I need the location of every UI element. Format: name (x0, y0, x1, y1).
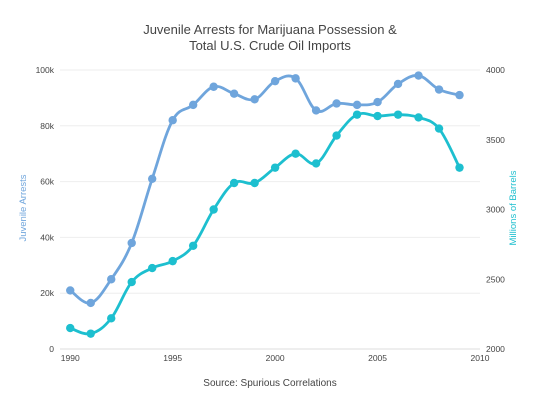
data-point-juvenile-arrests[interactable] (455, 90, 464, 100)
data-point-juvenile-arrests[interactable] (373, 97, 382, 107)
data-point-juvenile-arrests[interactable] (209, 82, 218, 91)
data-point-oil-imports[interactable] (291, 149, 300, 158)
data-point-juvenile-arrests[interactable] (393, 79, 403, 89)
data-point-juvenile-arrests[interactable] (107, 275, 116, 284)
series-line-oil-imports (68, 111, 461, 336)
data-point-oil-imports[interactable] (332, 131, 341, 140)
data-point-juvenile-arrests[interactable] (168, 116, 177, 125)
x-tick-label: 1990 (61, 353, 80, 363)
data-point-oil-imports[interactable] (352, 110, 362, 119)
data-point-oil-imports[interactable] (373, 111, 382, 121)
data-point-oil-imports[interactable] (311, 159, 321, 168)
y-right-tick-label: 4000 (486, 65, 505, 75)
y-left-tick-label: 20k (40, 288, 54, 298)
data-point-juvenile-arrests[interactable] (434, 85, 444, 94)
y-right-tick-label: 2000 (486, 344, 505, 354)
data-point-oil-imports[interactable] (86, 329, 95, 338)
data-point-oil-imports[interactable] (455, 163, 464, 172)
axes: 0 20k 40k 60k 80k 100k 2000 2500 3000 3500 4000 199… (36, 65, 506, 363)
data-point-oil-imports[interactable] (168, 256, 177, 266)
data-point-oil-imports[interactable] (66, 323, 75, 333)
data-point-oil-imports[interactable] (434, 124, 444, 133)
data-point-oil-imports[interactable] (393, 110, 403, 119)
data-point-juvenile-arrests[interactable] (414, 71, 423, 80)
y-left-tick-label: 0 (49, 344, 54, 354)
gridlines (60, 69, 480, 350)
data-point-juvenile-arrests[interactable] (332, 99, 341, 108)
data-point-juvenile-arrests[interactable] (229, 89, 239, 98)
series-layer (66, 71, 464, 338)
data-point-juvenile-arrests[interactable] (250, 95, 259, 104)
source-note: Source: Spurious Correlations (203, 378, 336, 389)
y-left-tick-label: 60k (40, 177, 54, 187)
data-point-oil-imports[interactable] (270, 163, 280, 172)
data-point-juvenile-arrests[interactable] (311, 106, 321, 115)
y-axis-right-label: Millions of Barrels (508, 170, 519, 245)
y-left-tick-label: 40k (40, 232, 54, 242)
y-right-tick-label: 3500 (486, 135, 505, 145)
data-point-juvenile-arrests[interactable] (270, 76, 280, 86)
series-line-juvenile-arrests (68, 74, 461, 305)
x-tick-label: 2005 (368, 353, 387, 363)
data-point-juvenile-arrests[interactable] (147, 174, 157, 184)
chart-title-line-1: Juvenile Arrests for Marijuana Possessio… (143, 22, 397, 37)
data-point-oil-imports[interactable] (414, 113, 423, 122)
x-tick-label: 2010 (471, 353, 490, 363)
data-point-juvenile-arrests[interactable] (188, 100, 198, 110)
y-axis-left-label: Juvenile Arrests (18, 174, 29, 241)
data-point-juvenile-arrests[interactable] (66, 286, 75, 295)
data-point-oil-imports[interactable] (147, 263, 157, 273)
data-point-juvenile-arrests[interactable] (127, 238, 136, 248)
x-tick-label: 1995 (163, 353, 182, 363)
y-right-tick-label: 2500 (486, 274, 505, 284)
data-point-juvenile-arrests[interactable] (86, 298, 95, 308)
data-point-oil-imports[interactable] (250, 178, 259, 188)
data-point-oil-imports[interactable] (127, 277, 136, 287)
data-point-oil-imports[interactable] (229, 178, 239, 188)
data-point-oil-imports[interactable] (107, 314, 116, 323)
data-point-juvenile-arrests[interactable] (352, 100, 362, 110)
data-point-oil-imports[interactable] (188, 241, 198, 250)
data-point-oil-imports[interactable] (209, 205, 218, 214)
x-tick-label: 2000 (266, 353, 285, 363)
y-left-tick-label: 100k (36, 65, 55, 75)
y-left-tick-label: 80k (40, 121, 54, 131)
y-right-tick-label: 3000 (486, 205, 505, 215)
data-point-juvenile-arrests[interactable] (291, 74, 300, 83)
chart-title-line-2: Total U.S. Crude Oil Imports (189, 38, 351, 53)
